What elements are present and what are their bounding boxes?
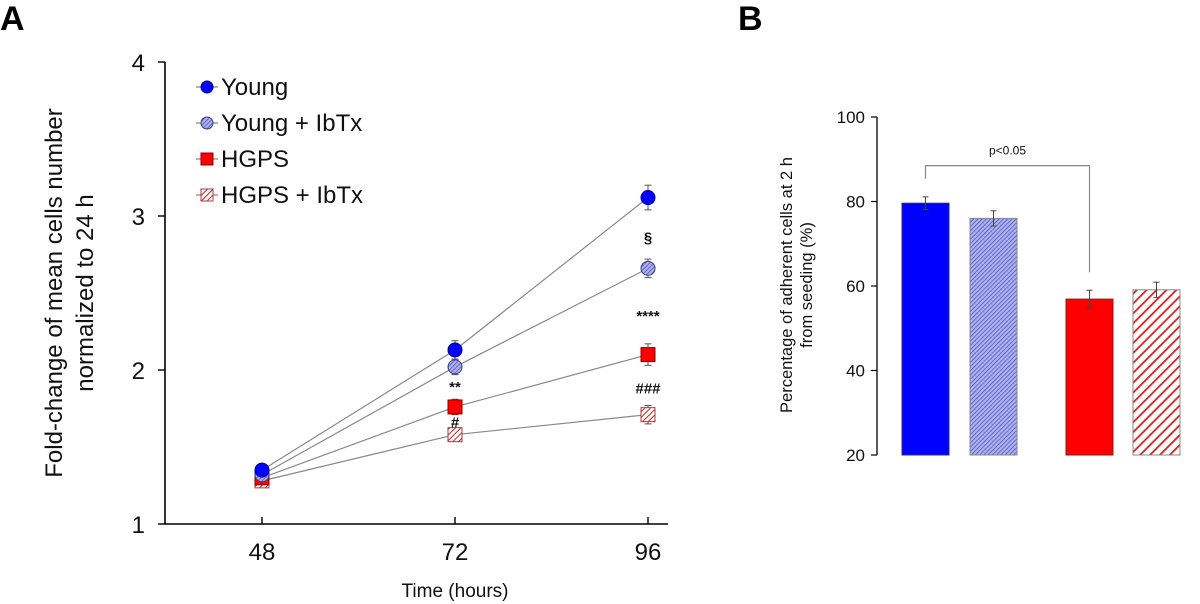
bar: [1132, 289, 1181, 456]
data-point: [640, 347, 656, 363]
square-marker-icon: [200, 188, 214, 202]
legend-label: HGPS + IbTx: [221, 182, 363, 209]
legend-label: Young: [221, 74, 288, 101]
x-axis-title: Time (hours): [402, 581, 509, 602]
legend: Young Young + IbTx HGPS HGPS + IbTx: [196, 74, 363, 209]
legend-item: Young: [196, 74, 288, 101]
bar: [969, 217, 1018, 456]
y-tick-label: 40: [846, 362, 865, 381]
x-tick-label: 72: [442, 539, 469, 566]
legend-item: Young + IbTx: [196, 110, 362, 137]
significance-annotations: ** # § **** ###: [449, 230, 661, 432]
data-point: [447, 427, 463, 443]
significance-annotation: ****: [636, 308, 660, 325]
data-point: [640, 190, 656, 206]
significance-annotation: §: [644, 230, 652, 247]
legend-label: HGPS: [221, 146, 289, 173]
legend-label: Young + IbTx: [221, 110, 362, 137]
circle-marker-icon: [200, 116, 214, 130]
y-axis-title-line-1: Percentage of adherent cells at 2 h: [778, 157, 796, 413]
y-axis-ticks: 1 2 3 4: [132, 50, 165, 539]
significance-annotation: **: [449, 379, 461, 396]
x-tick-label: 48: [249, 539, 276, 566]
y-axis-ticks: 20 40 60 80 100: [837, 108, 877, 465]
series-markers: [254, 190, 656, 489]
axes: [164, 62, 668, 525]
y-tick-label: 20: [846, 446, 865, 465]
y-tick-label: 1: [132, 512, 145, 539]
x-axis-ticks: 48 72 96: [249, 517, 662, 566]
bar: [1065, 298, 1114, 456]
data-point: [447, 342, 463, 358]
y-tick-label: 100: [837, 108, 865, 127]
data-point: [640, 407, 656, 423]
data-point: [254, 462, 270, 478]
y-tick-label: 60: [846, 277, 865, 296]
y-axis-title-line-1: Fold-change of mean cells number: [41, 108, 68, 478]
y-axis-title-line-2: normalized to 24 h: [72, 194, 99, 391]
bar-chart-panel-b: 20 40 60 80 100 Percentage of adherent cells…: [778, 108, 1181, 465]
bars: [901, 202, 1181, 456]
data-point: [447, 359, 463, 375]
circle-marker-icon: [200, 80, 214, 94]
data-point: [640, 260, 656, 276]
panel-label-a: A: [0, 0, 25, 38]
y-tick-label: 4: [132, 50, 145, 77]
bar: [901, 202, 950, 456]
y-tick-label: 3: [132, 204, 145, 231]
bracket-line: [924, 164, 1091, 273]
significance-annotation: ###: [635, 380, 661, 397]
line-chart-panel-a: 1 2 3 4 48 72 96 Fold-change of mean cells nu…: [41, 50, 668, 602]
panel-label-b: B: [738, 0, 763, 38]
square-marker-icon: [200, 152, 214, 166]
y-tick-label: 2: [132, 358, 145, 385]
significance-bracket: p<0.05: [924, 144, 1091, 273]
legend-item: HGPS + IbTx: [196, 182, 363, 209]
x-tick-label: 96: [635, 539, 662, 566]
y-tick-label: 80: [846, 193, 865, 212]
legend-item: HGPS: [196, 146, 289, 173]
significance-annotation: #: [451, 414, 460, 431]
p-value-label: p<0.05: [989, 144, 1026, 158]
data-point: [447, 399, 463, 415]
error-bars: [922, 196, 1160, 309]
y-axis-title-line-2: from seeding (%): [798, 222, 816, 348]
